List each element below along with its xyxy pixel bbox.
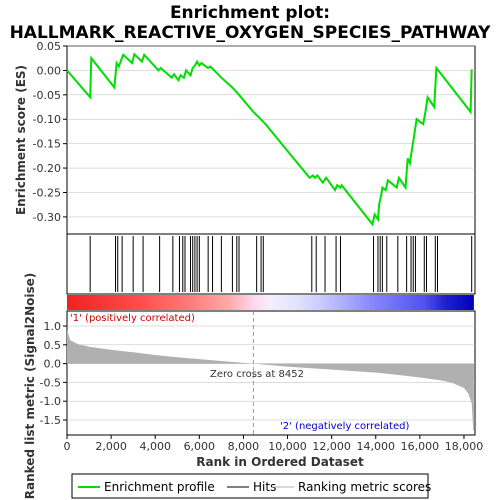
rank-heat-bar (67, 295, 474, 310)
x-axis-ticks: 0 2,000 4,000 6,000 8,000 10,000 12,000 14,000 1… (64, 435, 484, 453)
x-tick-label: 14,000 (357, 440, 396, 453)
es-y-tick-label: 0.05 (37, 40, 62, 53)
x-tick-label: 10,000 (268, 440, 307, 453)
es-y-tick-label: -0.25 (33, 186, 61, 199)
x-tick-label: 6,000 (184, 440, 216, 453)
es-y-tick-label: -0.05 (33, 89, 61, 102)
hit-markers (89, 236, 473, 292)
chart-title-line2: HALLMARK_REACTIVE_OXYGEN_SPECIES_PATHWAY (10, 23, 492, 43)
es-panel-frame (66, 45, 476, 235)
es-y-tick-label: 0.00 (37, 64, 62, 77)
es-y-tick-label: -0.20 (33, 162, 61, 175)
x-tick-label: 12,000 (312, 440, 351, 453)
hits-panel-frame (66, 233, 476, 295)
metric-y-ticks: 1.0 0.5 0.0 -0.5 -1.0 -1.5 (40, 320, 67, 427)
heat-bar-fill (67, 295, 474, 310)
x-tick-label: 4,000 (139, 440, 171, 453)
hits-panel (66, 233, 476, 295)
legend-frame (71, 473, 429, 499)
legend-metric-label: Ranking metric scores (298, 480, 431, 494)
metric-y-tick-label: -0.5 (40, 376, 61, 389)
metric-y-tick-label: 0.0 (44, 358, 62, 371)
x-tick-label: 0 (64, 440, 71, 453)
metric-y-tick-label: 1.0 (44, 320, 62, 333)
x-tick-label: 8,000 (228, 440, 260, 453)
metric-y-tick-label: -1.5 (40, 414, 61, 427)
zero-cross-label: Zero cross at 8452 (210, 369, 304, 380)
enrichment-profile-line (66, 52, 473, 227)
es-y-tick-label: -0.30 (33, 211, 61, 224)
metric-y-tick-label: 0.5 (44, 339, 62, 352)
legend-hits-label: Hits (253, 480, 276, 494)
es-y-tick-label: -0.15 (33, 138, 61, 151)
es-y-axis-label: Enrichment score (ES) (14, 65, 28, 215)
x-axis-label: Rank in Ordered Dataset (196, 455, 364, 469)
negative-correlation-label: '2' (negatively correlated) (280, 421, 409, 432)
positive-correlation-label: '1' (positively correlated) (70, 313, 195, 324)
es-y-ticks: 0.05 0.00 -0.05 -0.10 -0.15 -0.20 -0.25 -0.30 (33, 40, 67, 224)
es-y-tick-label: -0.10 (33, 113, 61, 126)
chart-title-line1: Enrichment plot: (170, 3, 330, 23)
legend-enrichment-label: Enrichment profile (104, 480, 215, 494)
es-panel: 0.05 0.00 -0.05 -0.10 -0.15 -0.20 -0.25 -0.30 (33, 40, 476, 235)
metric-y-tick-label: -1.0 (40, 395, 61, 408)
x-tick-label: 16,000 (401, 440, 440, 453)
x-tick-label: 18,000 (445, 440, 484, 453)
legend: Enrichment profile Hits Ranking metric s… (71, 473, 431, 499)
metric-panel: 1.0 0.5 0.0 -0.5 -1.0 -1.5 '1' (positively co… (40, 310, 476, 436)
metric-y-axis-label: Ranked list metric (Signal2Noise) (23, 273, 37, 500)
x-tick-label: 2,000 (95, 440, 127, 453)
